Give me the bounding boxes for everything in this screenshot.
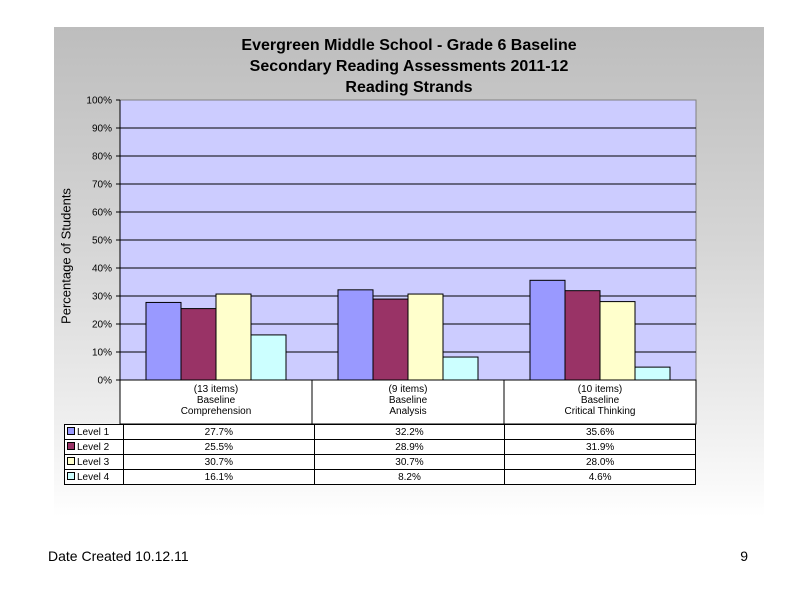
y-tick-label: 80% <box>92 152 112 163</box>
y-tick-label: 60% <box>92 208 112 219</box>
data-label: 32.2% <box>313 424 506 440</box>
data-label: 16.1% <box>123 469 315 485</box>
legend-entry: Level 4 <box>64 469 124 485</box>
category-label: (13 items) <box>194 384 238 395</box>
bar-level-3 <box>215 293 252 381</box>
bar-level-4 <box>250 334 287 381</box>
data-table-row: Level 2 25.5% 28.9% 31.9% <box>64 439 696 455</box>
data-label: 28.9% <box>313 439 506 455</box>
legend-label: Level 4 <box>77 471 110 483</box>
data-label: 28.0% <box>504 454 696 470</box>
chart-title-line-1: Evergreen Middle School - Grade 6 Baseli… <box>241 37 577 54</box>
legend-label: Level 3 <box>77 456 110 468</box>
legend-entry: Level 3 <box>64 454 124 470</box>
category-label: Baseline <box>197 395 236 406</box>
y-tick-label: 30% <box>92 292 112 303</box>
data-label: 30.7% <box>123 454 315 470</box>
y-tick-label: 90% <box>92 124 112 135</box>
data-label: 25.5% <box>123 439 315 455</box>
bar-level-2 <box>564 290 601 381</box>
y-tick-label: 100% <box>86 96 112 107</box>
data-label: 35.6% <box>504 424 696 440</box>
y-tick-label: 10% <box>92 348 112 359</box>
chart-title-line-3: Reading Strands <box>345 79 473 96</box>
y-tick-label: 20% <box>92 320 112 331</box>
data-label: 4.6% <box>504 469 696 485</box>
y-tick-label: 70% <box>92 180 112 191</box>
bar-level-3 <box>407 293 444 381</box>
legend-entry: Level 2 <box>64 439 124 455</box>
y-tick-label: 50% <box>92 236 112 247</box>
legend-label: Level 2 <box>77 441 110 453</box>
footer-page-number: 9 <box>740 548 748 564</box>
data-label: 30.7% <box>313 454 506 470</box>
legend-swatch <box>67 471 75 480</box>
data-table-row: Level 3 30.7% 30.7% 28.0% <box>64 454 696 470</box>
data-table-row: Level 4 16.1% 8.2% 4.6% <box>64 469 696 485</box>
data-label: 31.9% <box>504 439 696 455</box>
bar-level-2 <box>180 308 217 381</box>
legend-entry: Level 1 <box>64 424 124 440</box>
y-tick-label: 40% <box>92 264 112 275</box>
legend-swatch <box>67 441 75 450</box>
bar-level-4 <box>634 366 671 381</box>
bar-level-1 <box>337 289 374 381</box>
bar-level-1 <box>145 301 182 381</box>
bar-level-2 <box>372 298 409 381</box>
data-table-row: Level 1 27.7% 32.2% 35.6% <box>64 424 696 440</box>
category-label: (10 items) <box>578 384 622 395</box>
data-table: Level 1 27.7% 32.2% 35.6% Level 2 25.5% 28.9% 3… <box>64 424 696 485</box>
category-label: Baseline <box>581 395 620 406</box>
legend-swatch <box>67 426 75 435</box>
category-label: (9 items) <box>389 384 428 395</box>
category-label: Baseline <box>389 395 428 406</box>
chart-title-line-2: Secondary Reading Assessments 2011-12 <box>249 58 569 75</box>
y-tick-label: 0% <box>98 376 113 387</box>
footer-date-created: Date Created 10.12.11 <box>48 548 189 564</box>
bar-level-1 <box>529 279 566 381</box>
category-label: Comprehension <box>181 406 252 417</box>
category-label-area <box>119 379 697 425</box>
category-label: Analysis <box>389 406 426 417</box>
data-label: 27.7% <box>123 424 315 440</box>
bar-level-4 <box>442 356 479 381</box>
legend-swatch <box>67 456 75 465</box>
category-label: Critical Thinking <box>565 406 636 417</box>
legend-label: Level 1 <box>77 426 110 438</box>
bar-level-3 <box>599 301 636 381</box>
data-label: 8.2% <box>313 469 506 485</box>
